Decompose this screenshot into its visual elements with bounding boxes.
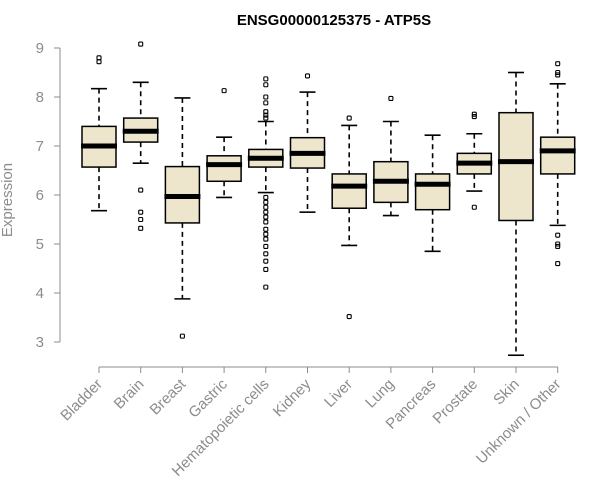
outlier-point <box>555 72 561 78</box>
outlier-point <box>263 243 269 249</box>
outlier-point <box>555 243 561 249</box>
outlier-point <box>346 313 352 320</box>
outlier-point <box>555 261 561 267</box>
x-tick-label: Kidney <box>270 375 315 420</box>
outlier-point <box>138 225 144 231</box>
outlier-point <box>263 236 269 242</box>
outlier-point <box>263 251 269 257</box>
outlier-point <box>138 216 144 223</box>
outlier-point <box>263 226 269 232</box>
outlier-point <box>263 209 269 215</box>
outlier-point <box>263 231 269 237</box>
y-tick-label: 4 <box>36 285 44 302</box>
outlier-point <box>96 55 102 61</box>
outlier-point <box>138 187 144 193</box>
y-tick-label: 3 <box>36 334 44 351</box>
x-tick-label: Brain <box>111 376 148 413</box>
box-group <box>206 88 243 199</box>
x-tick-label: Skin <box>490 376 523 409</box>
box-group <box>331 115 368 320</box>
outlier-point <box>263 112 269 118</box>
y-tick-label: 8 <box>36 89 44 106</box>
outlier-point <box>555 61 561 67</box>
outlier-point <box>263 204 269 210</box>
box <box>539 136 576 175</box>
outlier-point <box>138 209 144 215</box>
y-tick-label: 9 <box>36 40 44 57</box>
x-tick-label: Bladder <box>57 376 106 425</box>
box-group <box>81 55 117 212</box>
outlier-point <box>471 204 477 210</box>
box <box>498 111 534 222</box>
y-tick-label: 5 <box>36 236 44 253</box>
box-group <box>498 71 534 357</box>
y-axis-label: Expression <box>0 163 16 237</box>
outlier-point <box>346 115 352 121</box>
box-group <box>289 73 326 213</box>
outlier-point <box>471 111 477 117</box>
y-tick-label: 6 <box>36 187 44 204</box>
outlier-point <box>263 194 269 200</box>
outlier-point <box>263 115 269 121</box>
chart-title: ENSG00000125375 - ATP5S <box>237 12 431 29</box>
outlier-point <box>179 333 185 339</box>
y-tick-label: 7 <box>36 138 44 155</box>
outlier-point <box>263 266 269 273</box>
box <box>331 173 367 209</box>
outlier-point <box>555 241 561 247</box>
outlier-point <box>263 100 269 106</box>
x-tick-label: Lung <box>362 376 398 412</box>
outlier-point <box>263 76 269 82</box>
box-group <box>372 95 409 217</box>
outlier-point <box>263 199 269 205</box>
outlier-point <box>263 214 269 220</box>
box <box>206 155 242 183</box>
outlier-point <box>138 41 144 47</box>
outlier-point <box>471 114 477 120</box>
box-group <box>539 61 576 267</box>
outlier-point <box>221 88 227 94</box>
plot-area <box>81 41 576 357</box>
outlier-point <box>555 232 561 238</box>
outlier-point <box>263 82 269 88</box>
outlier-point <box>263 219 269 225</box>
x-tick-label: Breast <box>147 375 190 418</box>
box <box>414 173 451 211</box>
box-group <box>122 41 159 231</box>
x-tick-label: Prostate <box>430 376 482 428</box>
outlier-point <box>304 73 311 79</box>
outlier-point <box>263 109 269 115</box>
box-group <box>414 134 451 253</box>
outlier-point <box>263 284 269 290</box>
box-group <box>164 97 201 339</box>
box-group <box>247 76 284 290</box>
x-tick-label: Liver <box>321 376 356 411</box>
outlier-point <box>263 258 269 264</box>
outlier-point <box>263 94 269 100</box>
outlier-point <box>555 69 561 76</box>
outlier-point <box>388 95 394 102</box>
y-axis: 3 4 5 6 7 8 9 <box>36 40 61 351</box>
box-group <box>456 111 493 210</box>
